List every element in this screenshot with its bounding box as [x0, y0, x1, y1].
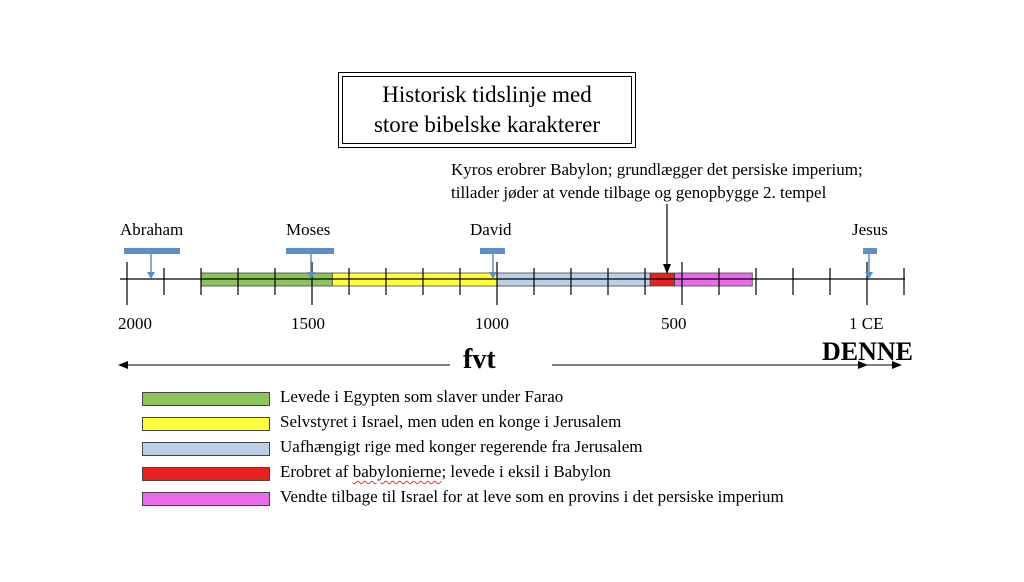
kyros-arrow — [663, 204, 671, 274]
legend-swatch-exile — [142, 467, 270, 481]
kyros-note: Kyros erobrer Babylon; grundlægger det p… — [451, 158, 863, 204]
kyros-note-line-2: tillader jøder at vende tilbage og genop… — [451, 183, 827, 202]
axis-label-1000: 1000 — [475, 314, 509, 333]
legend-text-egypt-main: Levede i Egypten som slaver under Farao — [280, 387, 564, 406]
marker-moses-bar — [286, 248, 334, 254]
marker-jesus-arrow — [865, 272, 873, 279]
legend-swatch-persian — [142, 492, 270, 506]
marker-david-bar — [480, 248, 505, 254]
legend-text-egypt: Levede i Egypten som slaver under Farao — [280, 387, 563, 407]
axis-label-500: 500 — [661, 314, 687, 333]
legend-text-persian: Vendte tilbage til Israel for at leve so… — [280, 487, 784, 507]
marker-jesus — [863, 248, 877, 279]
legend-text-kingdom: Uafhængigt rige med konger regerende fra… — [280, 437, 643, 457]
legend-text-persian-main: Vendte tilbage til Israel for at leve so… — [280, 487, 784, 506]
kyros-note-line-1: Kyros erobrer Babylon; grundlægger det p… — [451, 160, 863, 179]
title-line-2: store bibelske karakterer — [373, 112, 601, 137]
legend-text-exile-mark: babylonierne — [352, 462, 442, 481]
legend-text-exile: Erobret af babylonierne; levede i eksil … — [280, 462, 611, 482]
legend-text-exile-post: ; levede i eksil i Babylon — [441, 462, 611, 481]
marker-abraham-bar — [124, 248, 180, 254]
axis-label-2000: 2000 — [118, 314, 152, 333]
legend-text-kingdom-main: Uafhængigt rige med konger regerende fra… — [280, 437, 643, 456]
marker-moses — [286, 248, 334, 279]
kyros-arrow-head — [663, 264, 671, 274]
marker-moses-arrow — [307, 272, 315, 279]
legend-text-judges: Selvstyret i Israel, men uden en konge i… — [280, 412, 621, 432]
bce-arrow-left-head — [118, 361, 128, 369]
axis-label-1500: 1500 — [291, 314, 325, 333]
legend-text-exile-pre: Erobret af — [280, 462, 353, 481]
ce-direction-arrow — [866, 361, 902, 369]
ce-arrow-head — [892, 361, 902, 369]
axis-ticks — [126, 262, 905, 305]
title-box: Historisk tidslinje med store bibelske k… — [338, 72, 636, 148]
marker-abraham-arrow — [147, 272, 155, 279]
title-line-1: Historisk tidslinje med — [382, 82, 592, 107]
person-label-jesus: Jesus — [852, 220, 888, 239]
person-label-david: David — [470, 220, 512, 239]
person-label-abraham: Abraham — [120, 220, 184, 239]
legend-swatch-kingdom — [142, 442, 270, 456]
axis-label-1-ce: 1 CE — [849, 314, 884, 333]
marker-david-arrow — [489, 272, 497, 279]
legend-text-judges-main: Selvstyret i Israel, men uden en konge i… — [280, 412, 622, 431]
title-frame: Historisk tidslinje med store bibelske k… — [342, 76, 632, 144]
marker-david — [480, 248, 505, 279]
ce-label: DENNE — [822, 337, 914, 366]
bce-direction-arrow — [118, 361, 868, 369]
person-label-moses: Moses — [286, 220, 331, 239]
marker-abraham — [124, 248, 180, 279]
marker-jesus-bar — [863, 248, 877, 254]
legend-swatch-egypt — [142, 392, 270, 406]
bce-arrow-right-head — [858, 361, 868, 369]
bce-label: fvt — [463, 344, 496, 375]
legend-swatch-judges — [142, 417, 270, 431]
